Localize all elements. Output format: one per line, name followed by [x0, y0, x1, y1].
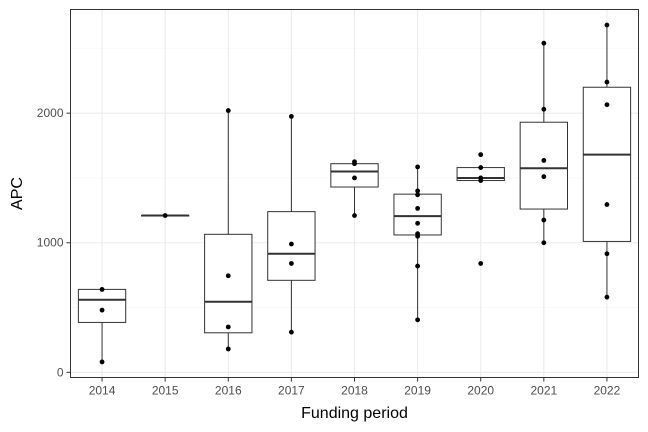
data-point [541, 106, 547, 112]
data-point [99, 307, 105, 313]
x-tick-label: 2018 [341, 384, 368, 398]
x-tick-label: 2015 [152, 384, 179, 398]
box-2022 [582, 25, 632, 298]
y-axis: 0 1000 2000 [37, 106, 71, 379]
box-2014 [77, 288, 127, 362]
box-body [204, 233, 253, 334]
data-point [415, 164, 421, 170]
data-point [288, 241, 294, 247]
y-tick-label: 0 [57, 365, 64, 379]
data-point [352, 175, 357, 181]
data-point [604, 79, 610, 85]
data-point [478, 165, 484, 170]
x-tick-label: 2017 [278, 384, 305, 398]
data-point [352, 159, 357, 165]
data-point [541, 40, 547, 46]
data-point [288, 114, 294, 119]
data-point [541, 174, 547, 180]
x-tick-label: 2020 [467, 384, 494, 398]
data-point [415, 192, 421, 198]
data-point [99, 286, 105, 292]
data-point [415, 220, 421, 226]
box-body [582, 86, 632, 242]
box-body [519, 121, 569, 210]
data-point [604, 102, 610, 108]
data-point [415, 231, 421, 237]
x-tick-label: 2021 [530, 384, 557, 398]
x-axis-title: Funding period [301, 405, 408, 422]
data-point [225, 108, 231, 113]
data-point [604, 202, 610, 207]
y-tick-label: 1000 [37, 236, 64, 250]
data-point [478, 261, 484, 266]
x-tick-label: 2019 [404, 384, 431, 398]
data-point [478, 175, 484, 181]
x-tick-label: 2022 [594, 384, 621, 398]
data-point [604, 294, 610, 300]
box-2021 [519, 43, 569, 243]
data-point [288, 329, 294, 335]
box-body [77, 288, 127, 323]
data-point [162, 213, 168, 218]
box-2016 [204, 110, 253, 349]
data-point [604, 22, 610, 28]
data-point [415, 317, 421, 323]
data-point [541, 158, 547, 163]
y-tick-label: 2000 [37, 106, 64, 120]
data-point [225, 324, 231, 330]
data-point [604, 251, 610, 257]
data-point [541, 217, 547, 223]
data-points [99, 22, 610, 365]
data-point [415, 206, 421, 211]
data-point [225, 346, 231, 352]
x-tick-label: 2016 [215, 384, 242, 398]
data-point [99, 359, 105, 365]
box-body [393, 193, 442, 236]
data-point [478, 152, 484, 158]
data-point [415, 188, 421, 194]
x-axis: 2014 2015 2016 2017 2018 2019 2020 2021 2022 [89, 377, 621, 398]
data-point [352, 213, 357, 218]
data-point [415, 263, 421, 269]
data-point [541, 240, 547, 246]
data-point [225, 273, 231, 279]
data-point [288, 261, 294, 266]
box-body [330, 163, 379, 188]
x-tick-label: 2014 [89, 384, 116, 398]
y-axis-title: APC [9, 177, 26, 210]
